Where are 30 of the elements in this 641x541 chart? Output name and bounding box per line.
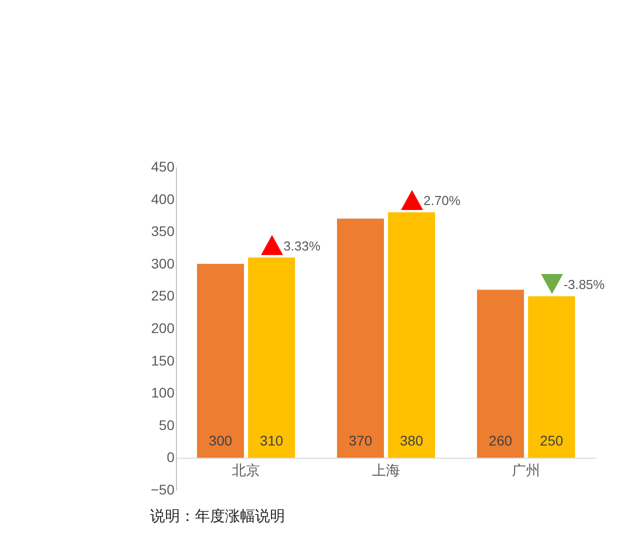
- y-tick-label: 150: [151, 352, 175, 368]
- data-label: 250: [540, 432, 564, 449]
- y-tick-label: −50: [150, 482, 175, 498]
- data-label: 370: [348, 432, 372, 449]
- x-tick-label: 北京: [232, 462, 260, 478]
- y-tick-label: 0: [166, 449, 175, 466]
- y-tick-label: 400: [151, 190, 175, 207]
- y-tick-label: 450: [151, 158, 175, 174]
- data-label: 260: [488, 432, 512, 449]
- y-tick-label: 100: [151, 384, 175, 401]
- y-tick-label: 350: [151, 223, 175, 240]
- bar: [248, 257, 295, 458]
- annotation: 2.70%: [424, 193, 461, 208]
- bar: [337, 218, 384, 458]
- bar: [388, 212, 435, 458]
- bar: [528, 296, 575, 458]
- text: 说明：年度涨幅说明: [150, 507, 285, 526]
- x-tick-label: 上海: [372, 462, 400, 478]
- bar: [477, 290, 524, 458]
- y-tick-label: 300: [151, 255, 175, 272]
- data-label: 310: [260, 432, 284, 449]
- y-tick-label: 250: [151, 288, 175, 304]
- x-tick-label: 广州: [512, 462, 540, 478]
- data-label: 380: [400, 432, 424, 449]
- y-tick-label: 50: [158, 416, 175, 433]
- bar: [197, 264, 244, 458]
- y-tick-label: 200: [151, 320, 175, 336]
- annotation: 3.33%: [284, 238, 321, 254]
- data-label: 300: [208, 432, 232, 449]
- annotation: -3.85%: [564, 277, 606, 292]
